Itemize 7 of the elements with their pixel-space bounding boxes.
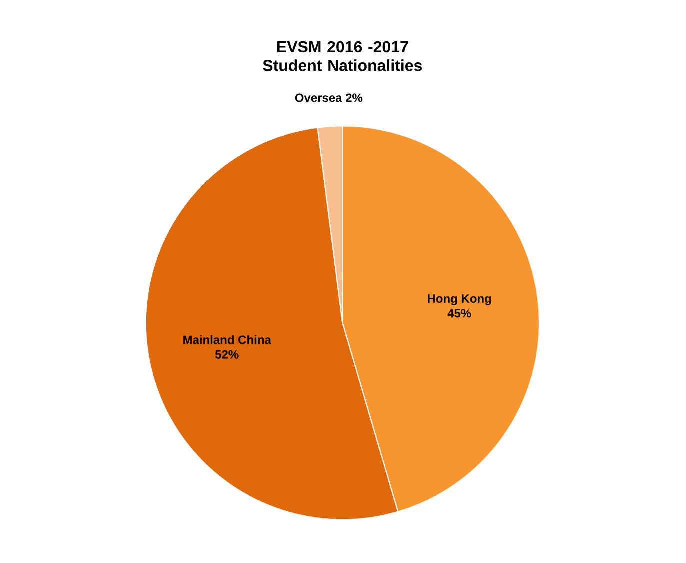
data-label: 45% [448, 309, 472, 318]
slice-label: Mainland China [184, 335, 272, 344]
chart-title: EVSM 2016 -2017 Student Nationalities [263, 41, 422, 72]
data-label: 2% [346, 94, 363, 102]
slice-label: Oversea [295, 94, 342, 102]
data-label: 52% [215, 350, 239, 359]
slice-label: Hong Kong [428, 294, 492, 306]
